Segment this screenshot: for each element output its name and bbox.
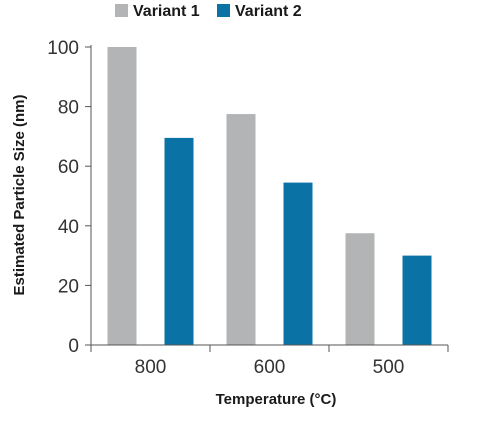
x-axis: 800 600 500 <box>90 344 449 378</box>
x-tick-label: 600 <box>254 357 286 378</box>
legend-swatch <box>217 4 230 17</box>
y-axis-title: Estimated Particle Size (nm) <box>11 95 28 296</box>
bar-variant-1-800 <box>107 47 137 345</box>
x-tick-label: 800 <box>135 357 167 378</box>
bar-variant-1-500 <box>345 233 375 345</box>
bar-variant-2-500 <box>402 255 432 345</box>
bar-variant-2-600 <box>283 182 313 345</box>
x-tick-label: 500 <box>373 357 405 378</box>
x-axis-title: Temperature (°C) <box>216 391 337 408</box>
y-tick-label: 0 <box>68 336 79 357</box>
y-tick-label: 20 <box>58 276 79 297</box>
y-axis: 0 20 40 60 80 100 <box>47 38 92 357</box>
bar-variant-2-800 <box>164 137 194 345</box>
y-tick-label: 60 <box>58 157 79 178</box>
legend-label: Variant 2 <box>235 3 302 20</box>
y-tick-label: 80 <box>58 98 79 119</box>
y-tick-label: 40 <box>58 217 79 238</box>
legend: Variant 1 Variant 2 <box>115 3 302 20</box>
y-tick-label: 100 <box>47 38 79 59</box>
legend-swatch <box>115 4 128 17</box>
bar-variant-1-600 <box>226 114 256 345</box>
legend-label: Variant 1 <box>133 3 200 20</box>
bars <box>107 47 432 345</box>
